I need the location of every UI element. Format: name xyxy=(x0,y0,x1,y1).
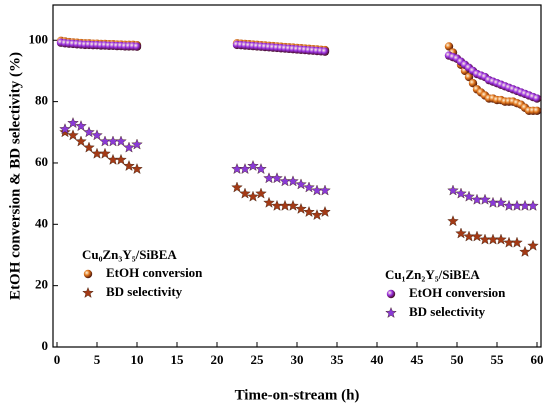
x-tick-label: 0 xyxy=(54,352,61,367)
star-marker xyxy=(455,187,467,199)
star-marker xyxy=(287,199,299,211)
sphere-marker xyxy=(464,72,474,82)
legend-title: Cu₀Zn₃Y₅/SiBEA xyxy=(82,247,177,262)
star-marker xyxy=(107,135,119,147)
x-tick-label: 20 xyxy=(211,352,224,367)
x-tick-label: 10 xyxy=(131,352,144,367)
star-marker xyxy=(487,233,499,245)
star-marker xyxy=(239,163,251,175)
star-marker xyxy=(247,159,259,171)
legend-label: BD selectivity xyxy=(106,284,183,299)
star-marker xyxy=(123,159,135,171)
x-tick-label: 35 xyxy=(331,352,345,367)
x-tick-label: 15 xyxy=(171,352,185,367)
y-tick-label: 60 xyxy=(35,154,48,169)
star-marker xyxy=(479,193,491,205)
sphere-marker xyxy=(444,42,454,51)
y-tick-label: 40 xyxy=(35,215,48,230)
star-marker xyxy=(311,209,323,221)
star-marker xyxy=(123,141,135,153)
x-tick-label: 5 xyxy=(94,352,101,367)
y-tick-label: 0 xyxy=(42,338,49,353)
star-marker xyxy=(511,199,523,211)
legend-label: EtOH conversion xyxy=(106,265,203,280)
star-marker xyxy=(131,138,143,150)
x-axis-label: Time-on-stream (h) xyxy=(235,387,360,403)
star-marker xyxy=(67,129,79,141)
star-marker xyxy=(471,230,483,242)
x-tick-label: 25 xyxy=(251,352,265,367)
star-marker xyxy=(319,184,331,196)
star-marker xyxy=(447,184,459,196)
star-marker xyxy=(131,163,143,175)
star-marker xyxy=(495,233,507,245)
x-tick-label: 40 xyxy=(371,352,384,367)
sphere-marker xyxy=(468,79,478,88)
sphere-marker xyxy=(386,289,396,299)
star-marker xyxy=(83,126,95,138)
star-marker xyxy=(519,199,531,211)
x-tick-label: 50 xyxy=(451,352,464,367)
star-marker xyxy=(82,286,94,298)
star-marker xyxy=(519,245,531,257)
star-marker xyxy=(75,135,87,147)
star-marker xyxy=(287,175,299,187)
y-tick-label: 20 xyxy=(35,277,48,292)
star-marker xyxy=(231,163,243,175)
star-marker xyxy=(463,190,475,202)
star-marker xyxy=(255,187,267,199)
star-marker xyxy=(107,153,119,165)
star-marker xyxy=(75,120,87,132)
y-axis-label: EtOH conversion & BD selectivity (%) xyxy=(7,52,23,300)
star-marker xyxy=(231,181,243,193)
star-marker xyxy=(303,181,315,193)
sphere-marker xyxy=(532,106,542,116)
y-tick-label: 80 xyxy=(35,93,48,108)
star-marker xyxy=(67,117,79,129)
sphere-marker xyxy=(132,42,142,51)
star-marker xyxy=(91,147,103,159)
sphere-marker xyxy=(83,269,93,279)
star-marker xyxy=(59,123,71,135)
y-tick-label: 100 xyxy=(29,31,49,46)
star-marker xyxy=(263,172,275,184)
x-tick-label: 30 xyxy=(291,352,304,367)
star-marker xyxy=(295,178,307,190)
star-marker xyxy=(263,196,275,208)
star-marker xyxy=(495,196,507,208)
star-marker xyxy=(455,227,467,239)
star-marker xyxy=(239,187,251,199)
star-marker xyxy=(527,239,539,251)
star-marker xyxy=(295,202,307,214)
sphere-marker xyxy=(320,47,330,56)
star-marker xyxy=(271,172,283,184)
legend-label: BD selectivity xyxy=(409,304,486,319)
star-marker xyxy=(115,135,127,147)
star-marker xyxy=(247,190,259,202)
star-marker xyxy=(115,153,127,165)
star-marker xyxy=(255,163,267,175)
star-marker xyxy=(99,147,111,159)
x-tick-label: 60 xyxy=(531,352,544,367)
x-tick-label: 45 xyxy=(411,352,425,367)
star-marker xyxy=(385,306,397,318)
star-marker xyxy=(303,205,315,217)
star-marker xyxy=(447,215,459,227)
star-marker xyxy=(91,129,103,141)
sphere-marker xyxy=(532,94,542,103)
legend-label: EtOH conversion xyxy=(409,285,506,300)
legend-title: Cu₁Zn₂Y₅/SiBEA xyxy=(385,267,480,282)
star-marker xyxy=(83,141,95,153)
star-marker xyxy=(99,135,111,147)
x-tick-label: 55 xyxy=(491,352,505,367)
star-marker xyxy=(279,199,291,211)
star-marker xyxy=(527,199,539,211)
star-marker xyxy=(511,236,523,248)
star-marker xyxy=(319,205,331,217)
